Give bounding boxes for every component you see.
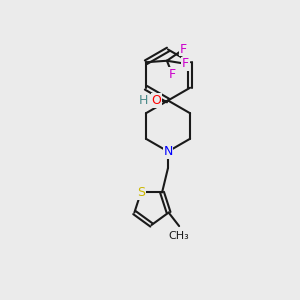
Text: CH₃: CH₃ — [169, 231, 190, 241]
Text: O: O — [152, 94, 161, 107]
Text: S: S — [137, 186, 145, 199]
Text: H: H — [139, 94, 148, 107]
Text: N: N — [163, 145, 173, 158]
Text: F: F — [169, 68, 176, 81]
Text: F: F — [182, 57, 189, 70]
Text: F: F — [180, 43, 187, 56]
